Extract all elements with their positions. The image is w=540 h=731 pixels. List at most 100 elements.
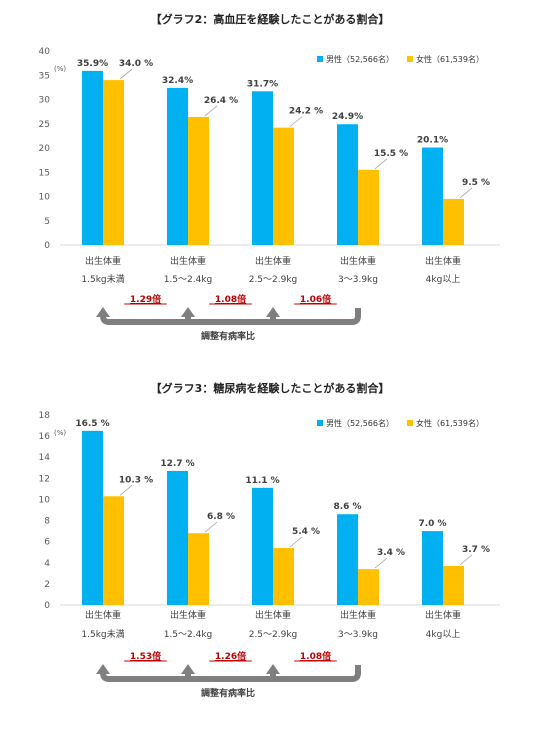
bar-male <box>167 87 188 245</box>
ratio-arrow-bracket <box>96 664 361 682</box>
ratio-label: 1.08倍 <box>215 293 246 305</box>
legend-male-label: 男性（52,566名） <box>326 54 394 64</box>
bar-male <box>337 124 358 245</box>
bar-male <box>422 531 443 605</box>
leader-line <box>459 187 473 199</box>
data-label-female: 6.8 % <box>207 512 235 522</box>
leader-line <box>204 105 218 117</box>
data-label-female: 34.0 % <box>119 59 153 69</box>
arrowhead-icon <box>266 307 280 317</box>
ratio-label: 1.06倍 <box>300 293 331 305</box>
y-tick-label: 16 <box>39 432 51 442</box>
y-tick-label: 35 <box>39 71 50 81</box>
unit-label: (%) <box>54 429 66 437</box>
y-tick-label: 0 <box>44 601 50 611</box>
arrowhead-icon <box>266 664 280 674</box>
data-label-male: 7.0 % <box>418 519 446 529</box>
category-label-line2: 2.5〜2.9kg <box>249 630 298 640</box>
bar-male <box>82 70 103 245</box>
bar-female <box>273 548 294 605</box>
arrowhead-icon <box>181 664 195 674</box>
data-label-male: 20.1% <box>417 136 448 146</box>
data-label-male: 24.9% <box>332 112 363 122</box>
bar-female <box>358 169 379 245</box>
chart-title: 【グラフ3：糖尿病を経験したことがある割合】 <box>151 381 390 395</box>
y-tick-label: 5 <box>44 217 50 227</box>
diabetes-chart: 【グラフ3：糖尿病を経験したことがある割合】 0 2 4 6 8 10 12 14 16 18 (%)… <box>0 368 540 727</box>
data-label-female: 24.2 % <box>289 107 323 117</box>
y-tick-label: 15 <box>39 168 50 178</box>
category-label-line1: 出生体重 <box>340 255 376 267</box>
category-label-line2: 4kg以上 <box>426 629 461 640</box>
category-label-line2: 1.5kg未満 <box>81 628 124 640</box>
category-label-line1: 出生体重 <box>255 609 291 621</box>
category-label-line2: 1.5kg未満 <box>81 273 124 285</box>
bar-female <box>188 533 209 605</box>
legend-male-label: 男性（52,566名） <box>326 418 394 428</box>
data-label-female: 26.4 % <box>204 96 238 106</box>
y-tick-label: 4 <box>44 559 50 569</box>
category-label-line1: 出生体重 <box>425 609 461 621</box>
bar-female <box>103 496 124 605</box>
data-label-female: 3.4 % <box>377 548 405 558</box>
y-tick-label: 2 <box>44 580 50 590</box>
category-label-line2: 2.5〜2.9kg <box>249 275 298 285</box>
leader-line <box>374 158 388 170</box>
category-label-line2: 1.5〜2.4kg <box>164 630 213 640</box>
bar-male <box>337 514 358 605</box>
y-tick-label: 14 <box>39 453 51 463</box>
bar-female <box>358 569 379 605</box>
y-tick-label: 10 <box>39 495 51 505</box>
category-label-line1: 出生体重 <box>340 609 376 621</box>
bar-male <box>252 487 273 605</box>
y-tick-label: 30 <box>39 96 51 106</box>
legend-female-label: 女性（61,539名） <box>416 54 484 64</box>
category-label-line2: 3〜3.9kg <box>338 630 378 640</box>
leader-line <box>459 554 473 566</box>
data-label-female: 15.5 % <box>374 149 408 159</box>
arrowhead-icon <box>181 307 195 317</box>
category-label-line2: 1.5〜2.4kg <box>164 275 213 285</box>
category-label-line1: 出生体重 <box>255 255 291 267</box>
data-label-male: 8.6 % <box>333 502 361 512</box>
category-label-line1: 出生体重 <box>425 255 461 267</box>
ratio-bracket-path <box>100 665 361 682</box>
data-label-female: 9.5 % <box>462 178 490 188</box>
ratio-caption: 調整有病率比 <box>201 330 255 342</box>
category-label-line2: 4kg以上 <box>426 274 461 285</box>
legend-swatch-female <box>407 420 413 426</box>
legend: 男性（52,566名） 女性（61,539名） <box>317 54 484 64</box>
bar-male <box>82 430 103 605</box>
ratio-caption: 調整有病率比 <box>201 687 255 699</box>
ratio-label: 1.08倍 <box>300 650 331 662</box>
legend-swatch-female <box>407 56 413 62</box>
data-label-male: 11.1 % <box>245 476 279 486</box>
data-label-male: 35.9% <box>77 59 108 69</box>
legend: 男性（52,566名） 女性（61,539名） <box>317 418 484 428</box>
data-label-male: 12.7 % <box>160 459 194 469</box>
data-label-male: 32.4% <box>162 76 193 86</box>
leader-line <box>289 116 303 127</box>
data-label-female: 5.4 % <box>292 527 320 537</box>
bar-female <box>103 80 124 245</box>
ratio-label: 1.26倍 <box>215 650 246 662</box>
category-label-line1: 出生体重 <box>85 609 121 621</box>
unit-label: (%) <box>54 65 66 73</box>
category-label-line2: 3〜3.9kg <box>338 275 378 285</box>
bar-female <box>443 565 464 605</box>
y-tick-label: 6 <box>44 538 50 548</box>
ratio-label: 1.53倍 <box>130 650 161 662</box>
y-tick-label: 25 <box>39 120 50 130</box>
y-tick-label: 10 <box>39 193 51 203</box>
ratio-label: 1.29倍 <box>130 293 161 305</box>
legend-swatch-male <box>317 420 323 426</box>
data-label-male: 16.5 % <box>75 419 109 429</box>
bar-male <box>422 147 443 245</box>
category-label-line1: 出生体重 <box>85 255 121 267</box>
leader-line <box>204 521 218 533</box>
y-tick-label: 0 <box>44 241 50 251</box>
y-tick-label: 20 <box>39 144 51 154</box>
y-tick-label: 12 <box>39 474 50 484</box>
y-tick-label: 40 <box>39 47 51 57</box>
leader-line <box>289 536 303 548</box>
